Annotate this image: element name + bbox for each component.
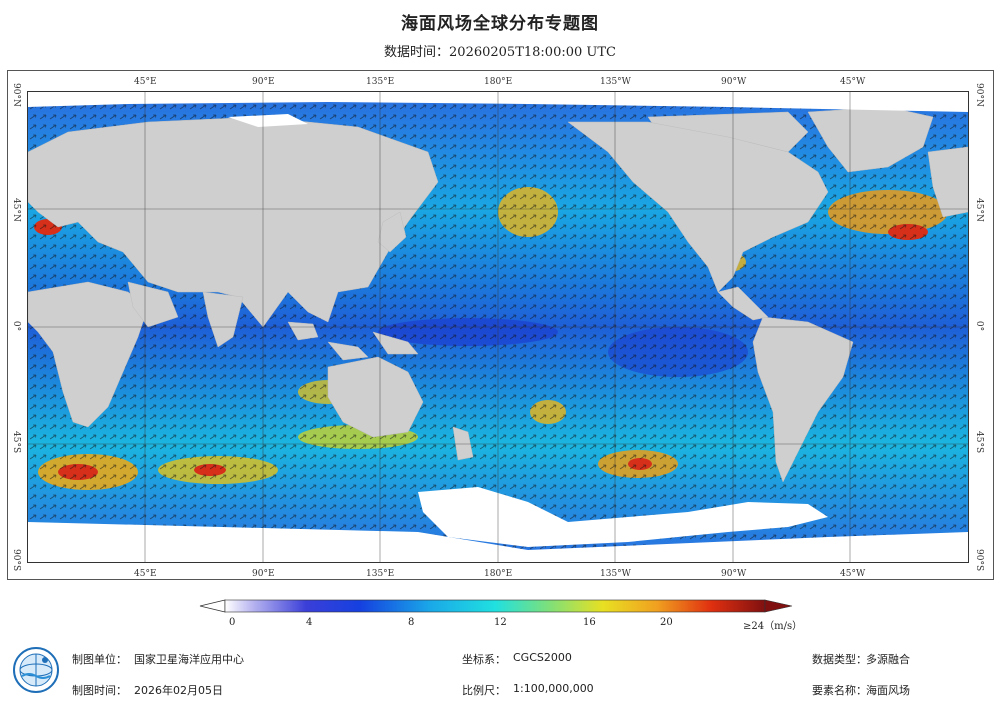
crs-value: CGCS2000 [513,651,572,664]
colorbar-label: 4 [306,617,313,628]
lat-label: 45°S [11,431,21,454]
lat-label: 90°N [11,83,21,107]
date-label: 制图时间： [72,684,127,697]
date-value: 2026年02月05日 [134,684,223,697]
colorbar-gradient [224,599,766,613]
colorbar-min-arrow [199,599,226,613]
wind-field-map [27,91,969,563]
lon-label: 135°E [366,77,395,87]
type-value: 多源融合 [866,653,910,666]
lon-label: 135°W [600,569,631,579]
scale-label: 比例尺： [462,684,506,697]
lon-label: 45°W [840,569,866,579]
lon-label: 90°W [721,77,747,87]
colorbar-label: 12 [494,617,507,628]
maker-value: 国家卫星海洋应用中心 [134,653,244,666]
lon-label: 90°W [721,569,747,579]
lon-label: 180°E [484,77,513,87]
lon-label: 90°E [252,569,275,579]
colorbar-label: 16 [583,617,596,628]
lat-label: 0° [974,320,984,332]
lon-label: 180°E [484,569,513,579]
element-value: 海面风场 [866,684,910,697]
colorbar-label: 20 [660,617,673,628]
lon-label: 135°E [366,569,395,579]
crs-label: 坐标系： [462,653,506,666]
lon-label: 45°E [134,569,157,579]
lon-label: 45°E [134,77,157,87]
lon-label: 45°W [840,77,866,87]
graticule [28,92,968,562]
lat-label: 45°N [11,198,21,222]
colorbar-max-arrow [764,599,793,613]
lon-label: 90°E [252,77,275,87]
lat-label: 0° [11,320,21,332]
lat-label: 90°S [974,549,984,572]
colorbar-label: 0 [229,617,236,628]
lon-label: 135°W [600,77,631,87]
maker-label: 制图单位： [72,653,127,666]
element-label: 要素名称： [812,684,867,697]
colorbar-label: ≥24（m/s） [743,621,803,632]
data-time: 数据时间：20260205T18:00:00 UTC [384,45,616,60]
map-title: 海面风场全球分布专题图 [401,14,599,34]
colorbar [199,599,793,613]
lat-label: 45°S [974,431,984,454]
type-label: 数据类型： [812,653,867,666]
globe-logo-icon [13,647,59,693]
colorbar-label: 8 [408,617,415,628]
lat-label: 90°S [11,549,21,572]
lat-label: 45°N [974,198,984,222]
land-layer [28,106,968,483]
lat-label: 90°N [974,83,984,107]
scale-value: 1:100,000,000 [513,682,594,695]
